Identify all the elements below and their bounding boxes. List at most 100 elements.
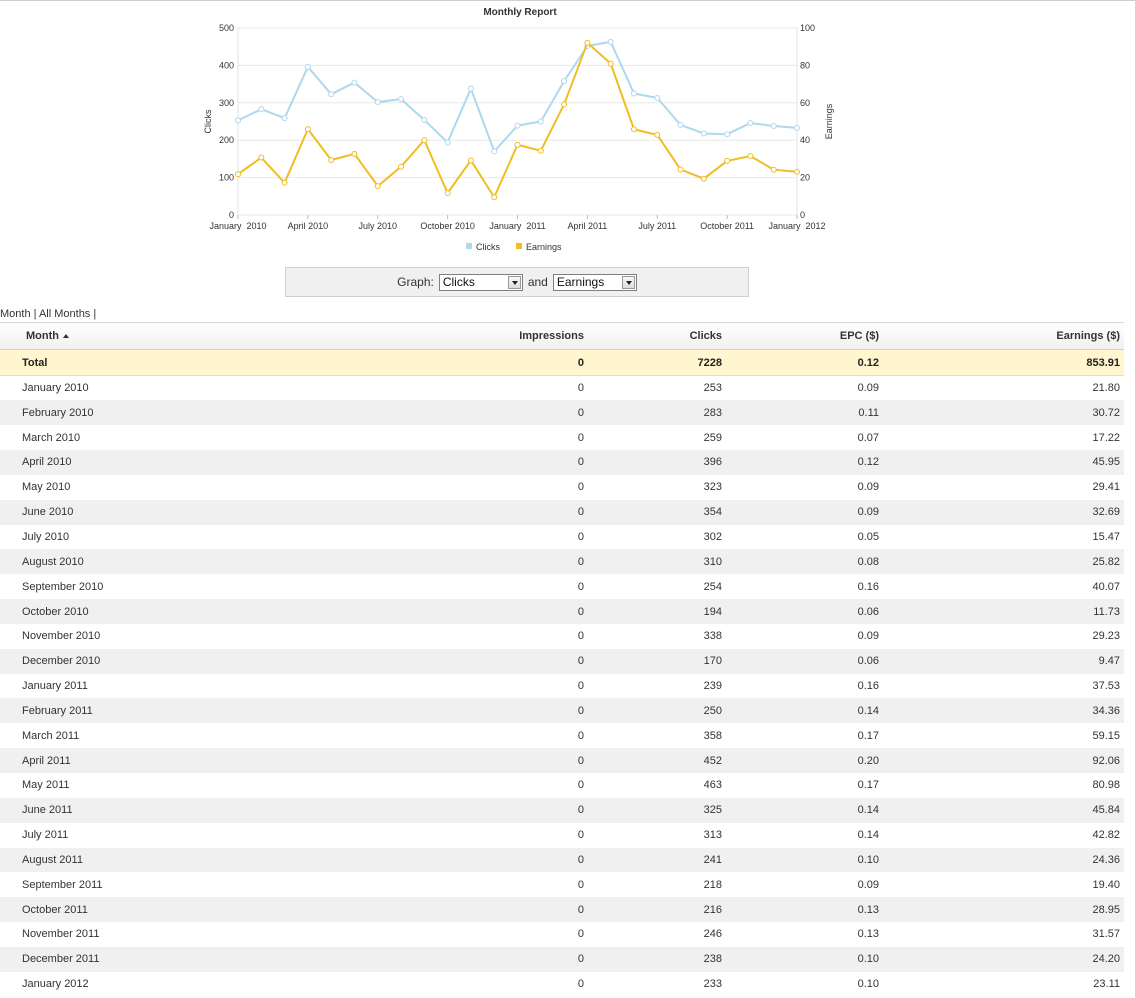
table-row: April 2010 0 396 0.12 45.95 <box>0 450 1124 475</box>
cell-earnings: 92.06 <box>883 748 1124 773</box>
cell-month: September 2011 <box>22 878 103 891</box>
cell-epc: 0.10 <box>726 946 883 972</box>
cell-earnings: 29.41 <box>1092 481 1120 494</box>
data-point-clicks <box>421 117 428 124</box>
series-line-earnings <box>237 41 798 200</box>
graph-series2-select[interactable]: Earnings <box>552 273 637 291</box>
cell-clicks: 254 <box>703 580 722 593</box>
data-point-earnings <box>258 154 265 161</box>
data-point-earnings <box>794 168 800 175</box>
table-row: September 2010 0 254 0.16 40.07 <box>0 574 1124 599</box>
cell-impressions: 0 <box>360 897 588 923</box>
data-point-earnings <box>328 157 335 164</box>
data-point-clicks <box>770 122 777 129</box>
graph-series1-value: Clicks <box>442 274 475 289</box>
data-point-clicks <box>444 139 451 146</box>
cell-clicks: 323 <box>703 481 722 494</box>
cell-epc: 0.06 <box>726 648 883 674</box>
cell-epc: 0.12 <box>726 450 883 475</box>
x-tick-label: October 2010 <box>420 221 475 231</box>
total-clicks: 7228 <box>588 349 726 376</box>
cell-impressions: 0 <box>360 549 588 575</box>
data-point-clicks <box>537 118 544 125</box>
cell-month: October 2010 <box>0 599 360 624</box>
total-epc: 0.12 <box>726 349 883 376</box>
data-point-earnings <box>467 157 474 164</box>
legend-label-earnings: Earnings <box>526 242 562 252</box>
cell-impressions: 0 <box>577 431 584 444</box>
cell-epc: 0.10 <box>726 847 883 873</box>
header-clicks[interactable]: Clicks <box>588 322 726 350</box>
y2-tick-label: 40 <box>800 135 810 145</box>
cell-month: March 2011 <box>22 729 80 742</box>
cell-epc: 0.17 <box>857 779 879 792</box>
table-row: August 2011 0 241 0.10 24.36 <box>0 847 1124 873</box>
total-label: Total <box>0 349 360 376</box>
cell-month: February 2011 <box>0 698 360 724</box>
cell-clicks: 452 <box>588 748 726 773</box>
cell-impressions: 0 <box>577 580 584 593</box>
data-point-clicks <box>491 148 498 155</box>
cell-earnings: 23.11 <box>1093 978 1120 991</box>
cell-impressions: 0 <box>360 797 588 823</box>
and-label: and <box>527 275 548 289</box>
data-point-earnings <box>351 150 358 157</box>
header-earnings[interactable]: Earnings ($) <box>883 322 1124 350</box>
cell-earnings: 45.95 <box>883 450 1124 475</box>
dropdown-arrow-icon[interactable] <box>507 275 521 289</box>
cell-clicks: 253 <box>703 382 722 395</box>
cell-epc: 0.13 <box>726 897 883 923</box>
monthly-report-table: Month Impressions Clicks EPC ($) Earning… <box>0 322 1124 997</box>
cell-earnings: 34.36 <box>883 698 1124 724</box>
cell-impressions: 0 <box>577 530 584 543</box>
y2-tick-label: 0 <box>800 210 805 220</box>
x-tick-label: January 2010 <box>209 221 266 231</box>
all-months-link[interactable]: All Months <box>38 308 91 320</box>
cell-month: April 2010 <box>0 450 360 475</box>
cell-epc: 0.06 <box>726 599 883 624</box>
x-tick-label: July 2010 <box>358 221 397 231</box>
month-link[interactable]: Month <box>0 308 31 320</box>
y2-tick-label: 20 <box>800 173 810 183</box>
table-header-row: Month Impressions Clicks EPC ($) Earning… <box>0 322 1124 350</box>
data-point-clicks <box>398 96 405 103</box>
cell-epc: 0.09 <box>857 481 879 494</box>
table-row: July 2010 0 302 0.05 15.47 <box>0 525 1124 550</box>
cell-impressions: 0 <box>360 847 588 873</box>
cell-earnings: 37.53 <box>1092 680 1120 693</box>
cell-epc: 0.14 <box>726 797 883 823</box>
cell-epc: 0.09 <box>857 382 879 395</box>
data-point-clicks <box>794 124 800 131</box>
cell-month: August 2011 <box>0 847 360 873</box>
cell-month: December 2011 <box>0 946 360 972</box>
cell-clicks: 325 <box>588 797 726 823</box>
dropdown-arrow-icon[interactable] <box>621 275 635 289</box>
graph-series1-select[interactable]: Clicks <box>438 273 523 291</box>
data-point-clicks <box>724 131 731 138</box>
x-tick-label: April 2010 <box>288 221 329 231</box>
cell-impressions: 0 <box>577 779 584 792</box>
header-month[interactable]: Month <box>0 322 360 350</box>
cell-earnings: 11.73 <box>883 599 1124 624</box>
cell-month: September 2010 <box>22 580 104 593</box>
cell-epc: 0.16 <box>857 680 879 693</box>
header-epc[interactable]: EPC ($) <box>726 322 883 350</box>
cell-earnings: 21.80 <box>1092 382 1120 395</box>
table-row: June 2010 0 354 0.09 32.69 <box>0 499 1124 525</box>
table-body: Total 0 7228 0.12 853.91 January 2010 0 25… <box>0 349 1124 997</box>
view-links: Month | All Months | <box>0 308 96 320</box>
y2-axis-label: Earnings <box>824 103 834 139</box>
cell-epc: 0.13 <box>857 928 879 941</box>
cell-month: November 2011 <box>22 928 100 941</box>
y-axis-label: Clicks <box>203 109 213 133</box>
header-impressions[interactable]: Impressions <box>360 322 588 350</box>
cell-clicks: 216 <box>588 897 726 923</box>
cell-epc: 0.14 <box>857 829 879 842</box>
cell-impressions: 0 <box>360 748 588 773</box>
cell-clicks: 310 <box>588 549 726 575</box>
legend-label-clicks: Clicks <box>476 242 500 252</box>
total-earnings: 853.91 <box>883 349 1124 376</box>
table-row: September 2011 0 218 0.09 19.40 <box>0 872 1124 897</box>
cell-earnings: 17.22 <box>1092 431 1120 444</box>
table-row: May 2010 0 323 0.09 29.41 <box>0 475 1124 500</box>
